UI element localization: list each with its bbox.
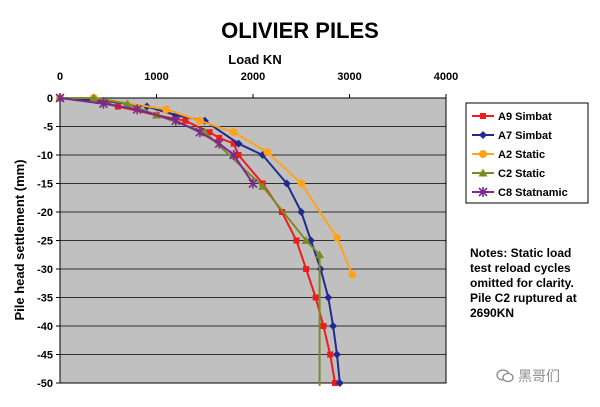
legend-swatch-marker bbox=[480, 113, 486, 119]
data-point bbox=[348, 270, 357, 279]
data-point bbox=[329, 322, 338, 330]
data-point bbox=[235, 152, 242, 158]
legend: A9 Simbat A7 Simbat A2 Static C2 Static C8 S… bbox=[472, 111, 568, 199]
data-point bbox=[182, 117, 189, 124]
data-point bbox=[258, 181, 268, 190]
data-point bbox=[123, 99, 133, 108]
plot-border bbox=[59, 97, 447, 384]
legend-label: A2 Static bbox=[498, 149, 545, 161]
data-point bbox=[315, 250, 325, 259]
legend-label: C2 Static bbox=[498, 168, 545, 180]
data-point bbox=[230, 140, 237, 147]
x-tick-label: 2000 bbox=[241, 71, 265, 83]
data-point bbox=[263, 148, 272, 157]
y-tick-label: -30 bbox=[37, 264, 53, 276]
data-point bbox=[229, 150, 239, 160]
data-point bbox=[301, 236, 311, 244]
data-point bbox=[89, 93, 99, 102]
legend-label: A9 Simbat bbox=[498, 111, 552, 123]
legend-swatch-marker bbox=[478, 187, 488, 197]
data-point bbox=[312, 294, 319, 301]
data-point bbox=[332, 380, 339, 386]
x-axis-label: Load KN bbox=[228, 52, 281, 67]
y-tick-label: -10 bbox=[37, 150, 53, 162]
data-point bbox=[320, 323, 327, 329]
legend-swatch-marker bbox=[478, 168, 488, 177]
y-tick-label: -50 bbox=[37, 378, 53, 390]
watermark: 黑哥们 bbox=[496, 366, 560, 386]
data-point bbox=[195, 116, 204, 125]
data-point bbox=[171, 115, 181, 126]
data-point bbox=[55, 93, 65, 103]
data-point bbox=[297, 208, 306, 216]
legend-label: C8 Statnamic bbox=[498, 187, 568, 199]
data-point bbox=[216, 134, 223, 141]
data-point bbox=[195, 127, 205, 138]
data-point bbox=[248, 178, 258, 189]
data-point bbox=[335, 379, 344, 387]
y-axis-label: Pile head settlement (mm) bbox=[12, 159, 27, 320]
series-layer bbox=[55, 93, 357, 387]
data-point bbox=[303, 266, 310, 272]
data-point bbox=[229, 128, 238, 137]
data-point bbox=[282, 179, 291, 188]
data-point bbox=[327, 351, 334, 358]
y-tick-label: -5 bbox=[43, 122, 53, 134]
legend-swatch-marker bbox=[479, 150, 487, 158]
y-tick-label: -40 bbox=[37, 321, 53, 333]
watermark-text: 黑哥们 bbox=[518, 369, 560, 385]
data-point bbox=[324, 293, 333, 302]
legend-swatch-marker bbox=[479, 131, 487, 139]
y-tick-label: -35 bbox=[37, 293, 53, 305]
y-tick-labels: 0 -5 -10 -15 -20 -25 -30 -35 -40 -45 -50 bbox=[37, 93, 60, 390]
data-point bbox=[293, 237, 300, 244]
x-tick-label: 1000 bbox=[144, 71, 168, 83]
y-tick-label: 0 bbox=[47, 93, 53, 105]
data-point bbox=[234, 139, 243, 148]
x-tick-label: 0 bbox=[57, 71, 63, 83]
legend-label: A7 Simbat bbox=[498, 130, 552, 142]
x-tick-label: 3000 bbox=[337, 71, 361, 83]
x-tick-label: 4000 bbox=[434, 71, 458, 83]
data-point bbox=[297, 179, 306, 188]
y-tick-label: -45 bbox=[37, 350, 53, 362]
data-point bbox=[214, 138, 224, 149]
data-point bbox=[332, 233, 341, 242]
data-point bbox=[206, 129, 213, 136]
chat-bubble-icon bbox=[496, 369, 514, 383]
chart-title: OLIVIER PILES bbox=[221, 18, 379, 43]
data-point bbox=[332, 350, 341, 359]
data-point bbox=[162, 105, 171, 114]
data-point bbox=[132, 104, 142, 115]
y-tick-label: -20 bbox=[37, 207, 53, 219]
data-point bbox=[98, 98, 108, 109]
y-tick-label: -15 bbox=[37, 179, 53, 191]
y-tick-label: -25 bbox=[37, 236, 53, 248]
chart-notes: Notes: Static load test reload cycles om… bbox=[470, 246, 577, 320]
x-tick-labels: 0 1000 2000 3000 4000 bbox=[57, 71, 458, 98]
series-4 bbox=[55, 93, 258, 189]
